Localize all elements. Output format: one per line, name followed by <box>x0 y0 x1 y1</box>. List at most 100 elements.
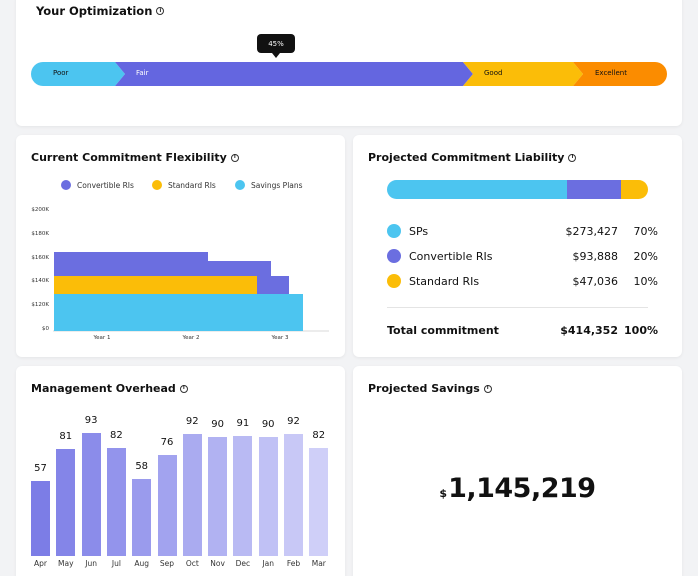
legend-savings-label: Savings Plans <box>251 180 303 190</box>
liability-row-pct: 20% <box>633 249 658 263</box>
liability-row-amount: $47,036 <box>572 274 619 288</box>
overhead-title: Management Overhead <box>31 382 176 395</box>
overhead-bar[interactable] <box>132 479 152 556</box>
overhead-bar-value: 82 <box>110 429 123 441</box>
info-icon[interactable]: i <box>483 384 492 393</box>
optimization-card: Your Optimization i 45% Poor Fair Good E… <box>16 0 682 126</box>
overhead-bar-value: 81 <box>59 430 73 442</box>
y-tick-label: $120K <box>31 302 49 308</box>
liability-title-row: Projected Commitment Liability i <box>368 151 577 164</box>
flexibility-card: Current Commitment Flexibility i Convert… <box>16 135 345 357</box>
legend-savings-swatch <box>235 180 245 190</box>
savings-amount: 1,145,219 <box>448 473 596 504</box>
savings-currency: $ <box>439 487 448 500</box>
overhead-bar[interactable] <box>258 436 278 556</box>
segment-poor-shape <box>31 62 125 86</box>
y-tick-label: $200K <box>31 207 49 213</box>
flexibility-chart <box>53 252 329 332</box>
liability-row-pct: 70% <box>633 224 658 238</box>
legend-savings[interactable]: Savings Plans <box>235 180 303 190</box>
liability-row-amount: $273,427 <box>565 224 619 238</box>
overhead-month-label: Nov <box>210 559 225 568</box>
liability-total-row: Total commitment $414,352 100% <box>387 324 658 337</box>
overhead-month-label: Dec <box>235 559 251 568</box>
liability-card: Projected Commitment Liability i SPs $27… <box>353 135 682 357</box>
liability-row-pct: 10% <box>633 274 658 288</box>
liability-bar-standard <box>621 180 648 199</box>
segment-fair-label: Fair <box>136 69 149 77</box>
y-tick-label: $140K <box>31 278 49 284</box>
liability-row-convertible: Convertible RIs $93,888 20% <box>387 249 658 263</box>
overhead-bar[interactable] <box>208 436 228 556</box>
liability-stacked-bar <box>387 180 648 199</box>
overhead-bar-value: 92 <box>185 416 199 428</box>
liability-total-pct: 100% <box>624 324 658 337</box>
segment-excellent-label: Excellent <box>595 69 627 77</box>
legend-convertible-swatch <box>61 180 71 190</box>
overhead-bar-value: 82 <box>312 429 326 441</box>
overhead-bar[interactable] <box>309 447 329 556</box>
legend-standard-swatch <box>152 180 162 190</box>
info-icon[interactable]: i <box>230 153 239 162</box>
liability-row-label: Standard RIs <box>409 274 480 288</box>
x-tick-label: Year 1 <box>93 335 111 341</box>
y-tick-label: $160K <box>31 255 49 261</box>
liability-total-label: Total commitment <box>387 324 499 337</box>
y-tick-label: $180K <box>31 231 49 237</box>
optimization-bar <box>31 62 667 86</box>
overhead-bar[interactable] <box>106 447 126 556</box>
savings-value: $ 1,145,219 <box>353 473 682 504</box>
overhead-bar-value: 92 <box>287 416 300 428</box>
savings-card: Projected Savings i $ 1,145,219 <box>353 366 682 576</box>
legend-convertible[interactable]: Convertible RIs <box>61 180 134 190</box>
savings-plans-area <box>54 294 303 331</box>
overhead-bar[interactable] <box>31 480 50 556</box>
overhead-bar[interactable] <box>157 455 177 556</box>
overhead-bar-value: 93 <box>84 415 98 426</box>
overhead-bar[interactable] <box>182 434 202 556</box>
segment-good-label: Good <box>484 69 503 77</box>
overhead-bar-value: 90 <box>261 418 275 430</box>
overhead-bar-value: 91 <box>236 417 250 429</box>
overhead-bar-value: 57 <box>34 462 47 474</box>
info-icon[interactable]: i <box>568 153 577 162</box>
optimization-tooltip-value: 45% <box>268 39 284 48</box>
legend-standard-label: Standard RIs <box>168 180 216 190</box>
segment-poor-label: Poor <box>53 69 69 77</box>
overhead-bar-value: 76 <box>160 437 174 449</box>
overhead-month-label: May <box>58 559 74 568</box>
overhead-bar-value: 58 <box>135 461 149 473</box>
x-tick-label: Year 2 <box>182 335 200 341</box>
liability-title: Projected Commitment Liability <box>368 151 565 164</box>
standard-swatch <box>387 274 401 288</box>
overhead-month-label: Jul <box>111 559 121 568</box>
legend-standard[interactable]: Standard RIs <box>152 180 216 190</box>
segment-fair-shape <box>115 62 473 86</box>
liability-bar-convertible <box>567 180 621 199</box>
overhead-bar[interactable] <box>233 435 253 556</box>
liability-row-standard: Standard RIs $47,036 10% <box>387 274 658 288</box>
liability-bar-sps <box>387 180 567 199</box>
overhead-bar[interactable] <box>284 434 303 556</box>
liability-row-label: Convertible RIs <box>409 249 493 263</box>
info-icon[interactable]: i <box>156 7 165 15</box>
overhead-month-label: Aug <box>134 559 150 568</box>
overhead-bar[interactable] <box>81 433 101 556</box>
convertible-swatch <box>387 249 401 263</box>
segment-excellent-shape <box>573 62 667 86</box>
standard-ris-area <box>54 276 257 294</box>
optimization-tooltip: 45% <box>257 34 295 53</box>
overhead-bar[interactable] <box>56 448 76 556</box>
y-tick-label: $0 <box>42 326 49 332</box>
overhead-chart: 57 Apr 81 May 93 Jun 82 Jul 58 Aug 76 Sep 92 Oct 90 Nov… <box>16 366 345 576</box>
savings-title: Projected Savings <box>368 382 480 395</box>
savings-title-row: Projected Savings i <box>368 382 492 395</box>
tooltip-pointer <box>272 53 280 58</box>
overhead-month-label: Mar <box>311 559 326 568</box>
liability-row-amount: $93,888 <box>572 249 619 263</box>
liability-row-label: SPs <box>409 224 429 238</box>
overhead-month-label: Apr <box>34 559 47 568</box>
overhead-month-label: Jan <box>262 559 274 568</box>
optimization-title: Your Optimization <box>36 4 153 18</box>
info-icon[interactable]: i <box>179 384 188 393</box>
